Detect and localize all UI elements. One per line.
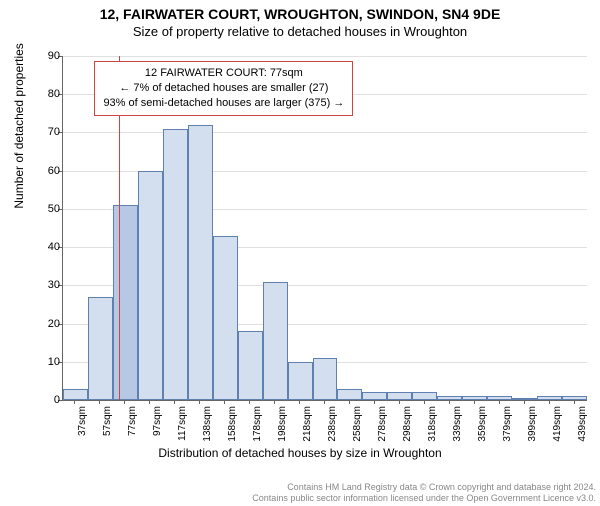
x-tick [499, 400, 500, 404]
x-tick [174, 400, 175, 404]
chart-container: Number of detached properties 12 FAIRWAT… [0, 50, 600, 450]
x-tick [299, 400, 300, 404]
y-tick-label: 90 [30, 50, 60, 62]
x-tick [424, 400, 425, 404]
x-axis-label: Distribution of detached houses by size … [0, 446, 600, 460]
histogram-bar [63, 389, 88, 400]
annotation-line: 93% of semi-detached houses are larger (… [103, 96, 344, 111]
y-tick-label: 60 [30, 165, 60, 177]
x-tick-label: 379sqm [502, 406, 513, 442]
footer-line1: Contains HM Land Registry data © Crown c… [287, 482, 596, 492]
x-tick-label: 298sqm [402, 406, 413, 442]
histogram-bar [362, 392, 387, 400]
page-title: 12, FAIRWATER COURT, WROUGHTON, SWINDON,… [0, 6, 600, 22]
footer-line2: Contains public sector information licen… [252, 493, 596, 503]
histogram-bar [337, 389, 362, 400]
histogram-bar [138, 171, 163, 400]
histogram-bar [313, 358, 338, 400]
x-tick [474, 400, 475, 404]
plot-area: 12 FAIRWATER COURT: 77sqm← 7% of detache… [62, 56, 587, 401]
x-tick-label: 218sqm [302, 406, 313, 442]
y-axis-label: Number of detached properties [12, 43, 26, 208]
histogram-bar [238, 331, 263, 400]
x-tick [149, 400, 150, 404]
x-tick-label: 278sqm [377, 406, 388, 442]
x-tick-label: 37sqm [77, 406, 88, 436]
x-tick [99, 400, 100, 404]
x-tick-label: 138sqm [202, 406, 213, 442]
histogram-bar [88, 297, 113, 400]
x-tick-label: 399sqm [527, 406, 538, 442]
x-tick-label: 198sqm [277, 406, 288, 442]
x-tick [249, 400, 250, 404]
histogram-bar [412, 392, 437, 400]
annotation-line: ← 7% of detached houses are smaller (27) [103, 81, 344, 96]
histogram-bar [263, 282, 288, 400]
x-tick-label: 359sqm [477, 406, 488, 442]
x-tick [449, 400, 450, 404]
x-tick [349, 400, 350, 404]
x-tick-label: 77sqm [127, 406, 138, 436]
x-tick [124, 400, 125, 404]
x-tick [324, 400, 325, 404]
x-tick-label: 178sqm [252, 406, 263, 442]
x-tick-label: 419sqm [552, 406, 563, 442]
histogram-bar [288, 362, 313, 400]
page-subtitle: Size of property relative to detached ho… [0, 24, 600, 39]
x-tick [274, 400, 275, 404]
x-tick-label: 117sqm [177, 406, 188, 441]
histogram-bar [512, 398, 537, 400]
histogram-bar [387, 392, 412, 400]
x-tick-label: 258sqm [352, 406, 363, 442]
histogram-bar [163, 129, 188, 400]
x-tick-label: 439sqm [577, 406, 588, 442]
histogram-bar [562, 396, 587, 400]
histogram-bar [188, 125, 213, 400]
y-tick-label: 10 [30, 356, 60, 368]
histogram-bar [113, 205, 138, 400]
x-tick [399, 400, 400, 404]
x-tick [374, 400, 375, 404]
x-tick-label: 57sqm [102, 406, 113, 436]
x-tick-label: 158sqm [227, 406, 238, 442]
x-tick-label: 339sqm [452, 406, 463, 442]
histogram-bar [462, 396, 487, 400]
x-tick [574, 400, 575, 404]
annotation-line: 12 FAIRWATER COURT: 77sqm [103, 66, 344, 81]
histogram-bar [437, 396, 462, 400]
x-tick-label: 318sqm [427, 406, 438, 442]
x-tick-label: 97sqm [152, 406, 163, 436]
histogram-bar [537, 396, 562, 400]
y-tick-label: 50 [30, 203, 60, 215]
y-tick-label: 40 [30, 241, 60, 253]
x-tick [74, 400, 75, 404]
gridline [63, 56, 587, 57]
histogram-bar [487, 396, 512, 400]
y-tick-label: 80 [30, 88, 60, 100]
y-tick-label: 0 [30, 394, 60, 406]
y-tick-label: 30 [30, 279, 60, 291]
x-tick [224, 400, 225, 404]
annotation-box: 12 FAIRWATER COURT: 77sqm← 7% of detache… [94, 61, 353, 116]
gridline [63, 132, 587, 133]
y-tick-label: 70 [30, 126, 60, 138]
x-tick [524, 400, 525, 404]
x-tick-label: 238sqm [327, 406, 338, 442]
histogram-bar [213, 236, 238, 400]
x-tick [199, 400, 200, 404]
y-tick-label: 20 [30, 318, 60, 330]
footer-attribution: Contains HM Land Registry data © Crown c… [0, 482, 600, 505]
x-tick [549, 400, 550, 404]
